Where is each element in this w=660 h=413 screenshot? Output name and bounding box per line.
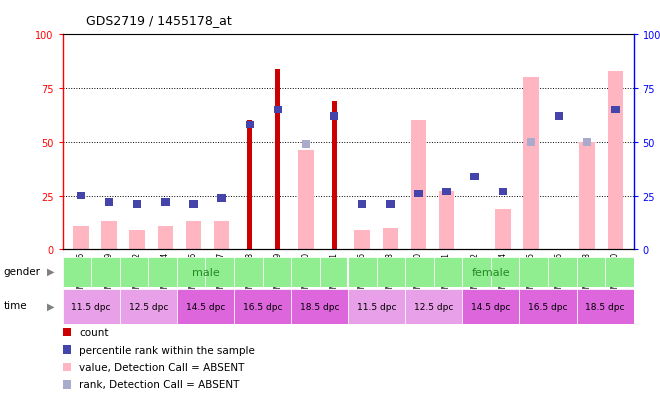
Bar	[189, 201, 198, 209]
Bar	[405, 289, 462, 324]
Bar	[471, 173, 479, 180]
Bar	[63, 257, 91, 287]
Bar	[354, 230, 370, 250]
Bar	[611, 107, 620, 114]
Bar	[77, 192, 85, 200]
Bar	[205, 257, 234, 287]
Bar	[248, 121, 252, 250]
Bar	[498, 188, 507, 196]
Bar	[120, 289, 177, 324]
Bar	[291, 257, 319, 287]
Bar	[263, 257, 291, 287]
Bar	[523, 78, 539, 250]
Bar	[302, 141, 310, 148]
Bar	[177, 257, 205, 287]
Bar	[605, 257, 634, 287]
Text: 18.5 dpc: 18.5 dpc	[585, 302, 625, 311]
Bar	[414, 190, 422, 198]
Bar	[491, 257, 519, 287]
Text: ▶: ▶	[48, 266, 55, 276]
Bar	[358, 201, 366, 209]
Bar	[462, 257, 491, 287]
Bar	[555, 113, 563, 121]
Bar	[177, 289, 234, 324]
Bar	[73, 226, 88, 250]
Bar	[330, 113, 339, 121]
Text: percentile rank within the sample: percentile rank within the sample	[79, 345, 255, 355]
Bar	[495, 209, 511, 250]
Bar	[608, 71, 623, 250]
Bar	[527, 139, 535, 146]
Bar	[577, 289, 634, 324]
Bar	[158, 226, 173, 250]
Text: gender: gender	[3, 266, 40, 276]
Text: male: male	[191, 267, 219, 277]
Bar	[291, 289, 348, 324]
Text: 16.5 dpc: 16.5 dpc	[243, 302, 282, 311]
Bar	[214, 222, 229, 250]
Bar	[462, 289, 519, 324]
Bar	[442, 188, 451, 196]
Bar	[105, 199, 114, 206]
Bar	[246, 121, 254, 129]
Bar	[102, 222, 117, 250]
Text: rank, Detection Call = ABSENT: rank, Detection Call = ABSENT	[79, 380, 240, 389]
Bar	[577, 257, 605, 287]
Bar	[217, 195, 226, 202]
Text: ▶: ▶	[48, 301, 55, 311]
Bar	[331, 102, 337, 250]
Text: 12.5 dpc: 12.5 dpc	[414, 302, 453, 311]
Bar	[434, 257, 462, 287]
Bar	[274, 107, 282, 114]
Bar	[548, 257, 577, 287]
Text: 14.5 dpc: 14.5 dpc	[185, 302, 225, 311]
Bar	[579, 142, 595, 250]
Text: female: female	[471, 267, 510, 277]
Bar	[234, 289, 291, 324]
Bar	[133, 201, 141, 209]
Text: 16.5 dpc: 16.5 dpc	[528, 302, 568, 311]
Bar	[411, 121, 426, 250]
Text: 11.5 dpc: 11.5 dpc	[357, 302, 397, 311]
Bar	[383, 228, 398, 250]
Bar	[234, 257, 263, 287]
Bar	[348, 257, 377, 287]
Bar	[519, 257, 548, 287]
Text: 18.5 dpc: 18.5 dpc	[300, 302, 339, 311]
Text: count: count	[79, 328, 109, 337]
Bar	[405, 257, 434, 287]
Bar	[91, 257, 120, 287]
Bar	[519, 289, 577, 324]
Text: 11.5 dpc: 11.5 dpc	[71, 302, 111, 311]
Bar	[161, 199, 170, 206]
Bar	[298, 151, 313, 250]
Bar	[129, 230, 145, 250]
Bar	[377, 257, 405, 287]
Bar	[583, 139, 591, 146]
Bar	[148, 257, 177, 287]
Bar	[185, 222, 201, 250]
Bar	[319, 257, 348, 287]
Text: time: time	[3, 301, 27, 311]
Text: 14.5 dpc: 14.5 dpc	[471, 302, 511, 311]
Bar	[348, 289, 405, 324]
Bar	[386, 201, 395, 209]
Text: GDS2719 / 1455178_at: GDS2719 / 1455178_at	[86, 14, 232, 27]
Bar	[275, 69, 280, 250]
Bar	[120, 257, 148, 287]
Text: value, Detection Call = ABSENT: value, Detection Call = ABSENT	[79, 362, 245, 372]
Text: 12.5 dpc: 12.5 dpc	[129, 302, 168, 311]
Bar	[439, 192, 454, 250]
Bar	[63, 289, 120, 324]
